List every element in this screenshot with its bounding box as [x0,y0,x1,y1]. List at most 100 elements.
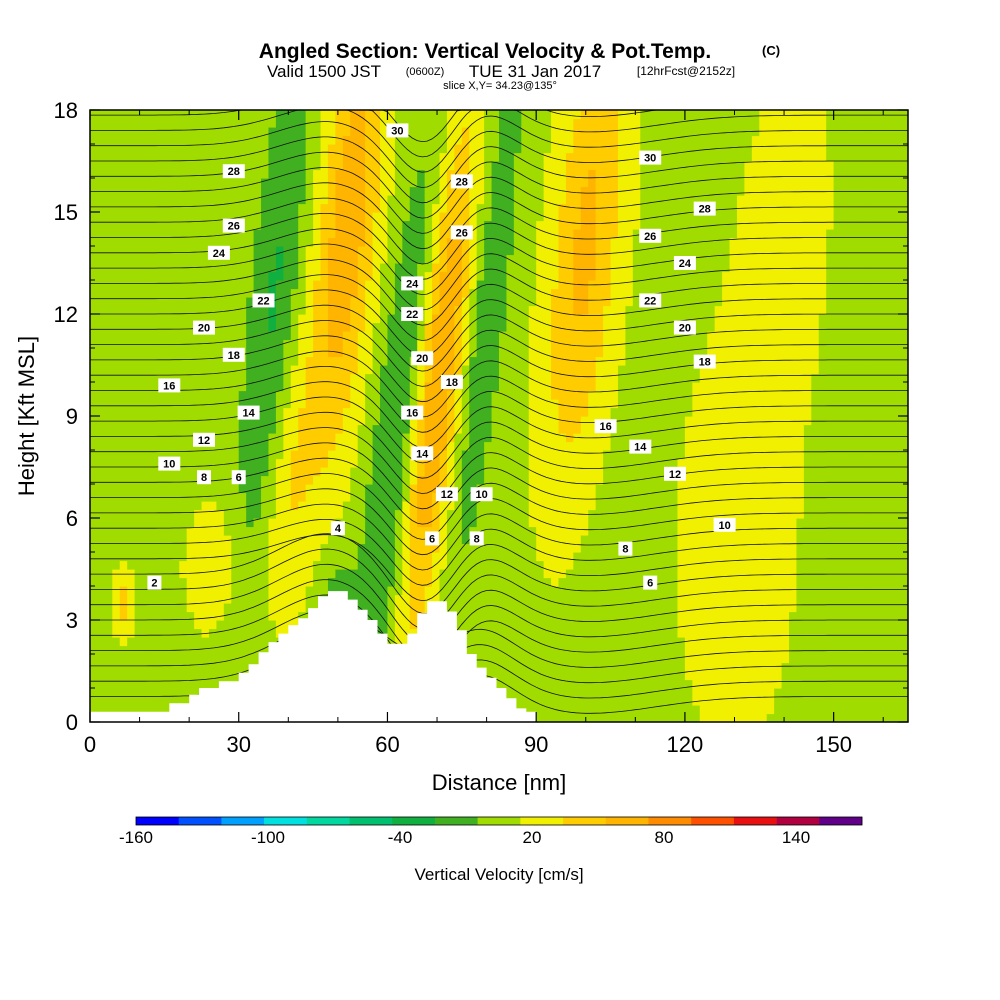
velocity-cell [134,382,143,392]
velocity-cell [491,365,500,375]
velocity-cell [246,237,255,247]
velocity-cell [275,135,284,145]
velocity-cell [387,169,396,179]
velocity-cell [499,552,508,562]
velocity-cell [372,246,381,256]
velocity-cell [327,169,336,179]
velocity-cell [320,492,329,502]
velocity-cell [595,195,604,205]
velocity-cell [439,161,448,171]
velocity-cell [603,569,612,579]
velocity-cell [588,220,597,230]
velocity-cell [491,186,500,196]
velocity-cell [595,399,604,409]
velocity-cell [164,552,173,562]
velocity-cell [588,118,597,128]
velocity-cell [268,220,277,230]
velocity-cell [313,152,322,162]
velocity-cell [290,560,299,570]
velocity-cell [283,560,292,570]
velocity-cell [305,450,314,460]
velocity-cell [112,399,121,409]
velocity-cell [595,696,604,706]
velocity-cell [432,305,441,315]
velocity-cell [595,594,604,604]
velocity-cell [134,305,143,315]
velocity-cell [521,161,530,171]
velocity-cell [238,271,247,281]
velocity-cell [164,254,173,264]
velocity-cell [402,195,411,205]
velocity-cell [513,560,522,570]
velocity-cell [335,254,344,264]
velocity-cell [112,620,121,630]
velocity-cell [528,399,537,409]
velocity-cell [327,441,336,451]
velocity-cell [476,611,485,621]
velocity-cell [201,484,210,494]
velocity-cell [484,373,493,383]
velocity-cell [253,220,262,230]
velocity-cell [528,382,537,392]
velocity-cell [186,237,195,247]
velocity-cell [327,135,336,145]
velocity-cell [149,169,158,179]
velocity-cell [357,373,366,383]
velocity-cell [551,220,560,230]
velocity-cell [186,135,195,145]
velocity-cell [134,586,143,596]
velocity-cell [499,127,508,137]
velocity-cell [90,645,99,655]
velocity-cell [402,399,411,409]
velocity-cell [387,237,396,247]
title-unit-tag: (C) [762,43,780,58]
velocity-cell [432,280,441,290]
velocity-cell [238,484,247,494]
velocity-cell [97,450,106,460]
velocity-cell [223,662,232,672]
velocity-cell [305,382,314,392]
velocity-cell [595,339,604,349]
velocity-cell [506,382,515,392]
velocity-cell [588,297,597,307]
velocity-cell [90,407,99,417]
velocity-cell [454,271,463,281]
velocity-cell [357,450,366,460]
velocity-cell [149,135,158,145]
velocity-cell [565,220,574,230]
velocity-cell [461,611,470,621]
velocity-cell [164,152,173,162]
velocity-cell [171,118,180,128]
velocity-cell [424,390,433,400]
velocity-cell [268,433,277,443]
velocity-cell [119,654,128,664]
velocity-cell [186,509,195,519]
velocity-cell [365,203,374,213]
velocity-cell [156,552,165,562]
velocity-cell [476,552,485,562]
velocity-cell [506,569,515,579]
velocity-cell [305,254,314,264]
velocity-cell [580,399,589,409]
velocity-cell [417,118,426,128]
velocity-cell [513,399,522,409]
velocity-cell [142,501,151,511]
velocity-cell [238,314,247,324]
velocity-cell [283,339,292,349]
velocity-cell [142,458,151,468]
velocity-cell [536,280,545,290]
velocity-cell [342,424,351,434]
velocity-cell [580,297,589,307]
velocity-cell [558,552,567,562]
velocity-cell [253,305,262,315]
velocity-cell [194,654,203,664]
velocity-cell [551,373,560,383]
velocity-cell [127,365,136,375]
velocity-cell [104,390,113,400]
velocity-cell [320,560,329,570]
velocity-cell [543,671,552,681]
velocity-cell [417,526,426,536]
velocity-cell [551,458,560,468]
velocity-cell [365,305,374,315]
velocity-cell [372,424,381,434]
